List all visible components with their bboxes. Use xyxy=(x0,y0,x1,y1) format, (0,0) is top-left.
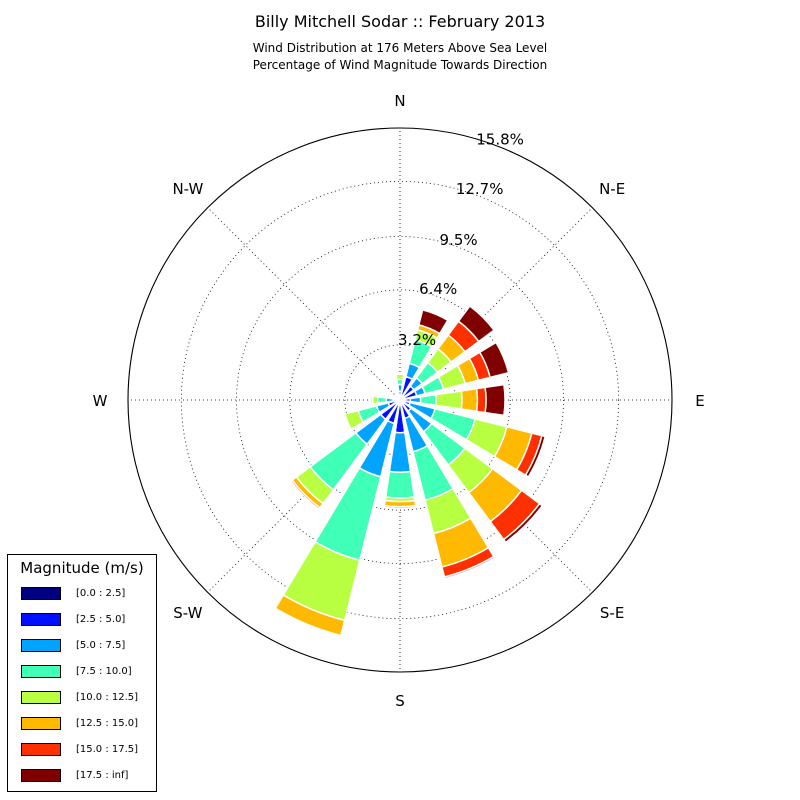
wind-bar-segment xyxy=(409,396,422,404)
legend-label: [0.0 : 2.5] xyxy=(76,588,126,599)
angular-grid-line xyxy=(399,207,593,401)
radial-tick-label: 12.7% xyxy=(456,180,504,198)
radial-tick-label: 9.5% xyxy=(440,231,478,249)
direction-label: N-E xyxy=(599,180,625,198)
legend-label: [15.0 : 17.5] xyxy=(76,744,139,755)
legend-item: [0.0 : 2.5] xyxy=(21,587,151,603)
legend-swatch xyxy=(21,743,61,756)
wind-bar-segment xyxy=(434,390,463,410)
legend-title: Magnitude (m/s) xyxy=(20,559,144,577)
wind-bar-segment xyxy=(388,431,412,474)
wind-bar-segment xyxy=(274,593,346,637)
wind-bar-segment xyxy=(395,373,405,381)
wind-bar-segment xyxy=(396,383,404,393)
direction-label: S xyxy=(395,692,405,710)
direction-label: S-W xyxy=(173,604,202,622)
wind-bar-segment xyxy=(460,387,479,413)
angular-grid-line xyxy=(207,207,401,401)
wind-bar-segment xyxy=(502,502,544,544)
legend-label: [5.0 : 7.5] xyxy=(76,640,126,651)
wind-bars xyxy=(127,127,673,673)
legend-item: [12.5 : 15.0] xyxy=(21,717,151,733)
legend-item: [5.0 : 7.5] xyxy=(21,639,151,655)
legend-label: [10.0 : 12.5] xyxy=(76,692,139,703)
wind-bar-segment xyxy=(384,470,416,499)
wind-bar-segment xyxy=(443,555,496,580)
radial-grid-ring xyxy=(180,180,620,620)
wind-bar-segment xyxy=(394,394,399,399)
axis-labels: 3.2% 6.4% 9.5% 12.7% 15.8% N N-E E S-E S S-W W N-W xyxy=(93,92,705,710)
legend-swatch xyxy=(21,717,61,730)
direction-label: E xyxy=(695,392,704,410)
legend-label: [12.5 : 15.0] xyxy=(76,718,139,729)
wind-bar-segment xyxy=(383,504,417,510)
legend-swatch xyxy=(21,613,61,626)
wind-bar-segment xyxy=(419,393,437,407)
wind-bar-segment xyxy=(397,395,401,400)
legend-label: [2.5 : 5.0] xyxy=(76,614,126,625)
legend-label: [7.5 : 10.0] xyxy=(76,666,132,677)
wind-bar-segment xyxy=(524,434,547,478)
wind-bar-segment xyxy=(417,308,449,335)
outer-ring xyxy=(127,127,673,673)
radial-grid-ring xyxy=(289,289,511,511)
legend-item: [7.5 : 10.0] xyxy=(21,665,151,681)
direction-label: N-W xyxy=(172,180,203,198)
chart-subtitle-line-1: Wind Distribution at 176 Meters Above Se… xyxy=(252,41,548,55)
chart-title: Billy Mitchell Sodar :: February 2013 xyxy=(254,12,546,31)
legend-swatch xyxy=(21,665,61,678)
radial-tick-label: 3.2% xyxy=(398,331,436,349)
direction-label: W xyxy=(93,392,108,410)
legend-swatch xyxy=(21,691,61,704)
legend-item: [17.5 : inf] xyxy=(21,769,151,785)
radial-tick-label: 6.4% xyxy=(419,280,457,298)
radial-grid-ring xyxy=(236,236,564,564)
legend-swatch xyxy=(21,639,61,652)
wind-bar-segment xyxy=(457,304,496,343)
legend-label: [17.5 : inf] xyxy=(76,770,129,781)
legend: Magnitude (m/s) [0.0 : 2.5] [2.5 : 5.0] [5… xyxy=(7,554,157,792)
legend-item: [2.5 : 5.0] xyxy=(21,613,151,629)
direction-label: S-E xyxy=(600,604,624,622)
wind-bar-segment xyxy=(289,479,321,511)
wind-bar-segment xyxy=(376,395,388,405)
wind-bar-segment xyxy=(369,394,374,406)
wind-bar-segment xyxy=(343,409,365,431)
legend-swatch xyxy=(21,587,61,600)
wind-bar-segment xyxy=(475,386,487,414)
wind-bar-segment xyxy=(390,394,396,400)
radial-tick-label: 15.8% xyxy=(476,131,524,149)
legend-item: [10.0 : 12.5] xyxy=(21,691,151,707)
legend-swatch xyxy=(21,769,61,782)
wind-bar-segment xyxy=(484,383,506,417)
wind-bar-segment xyxy=(478,341,510,379)
chart-subtitle-line-2: Percentage of Wind Magnitude Towards Dir… xyxy=(252,58,548,72)
legend-item: [15.0 : 17.5] xyxy=(21,743,151,759)
direction-label: N xyxy=(394,92,405,110)
